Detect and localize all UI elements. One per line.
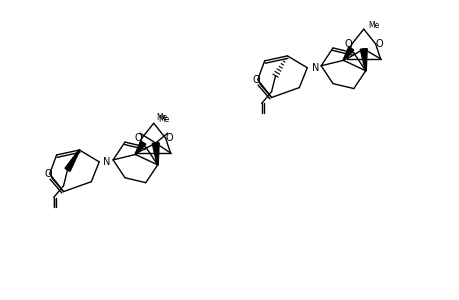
Text: O: O [165,133,173,143]
Text: O: O [45,169,52,179]
Text: O: O [343,39,351,49]
Text: O: O [134,133,141,143]
Polygon shape [65,150,80,171]
Polygon shape [152,143,159,165]
Text: Me: Me [156,113,167,122]
Text: O: O [375,39,383,49]
Text: N: N [103,157,111,167]
Text: Me: Me [367,21,379,30]
Text: Me: Me [157,115,169,124]
Polygon shape [342,47,353,61]
Polygon shape [359,49,366,71]
Text: O: O [252,75,260,85]
Text: N: N [311,63,318,73]
Polygon shape [134,141,146,155]
